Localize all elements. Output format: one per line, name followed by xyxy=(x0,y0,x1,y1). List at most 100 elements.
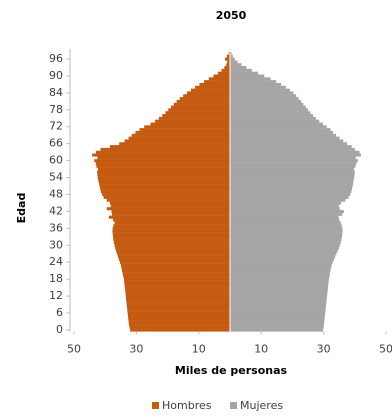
bar xyxy=(230,150,360,154)
bar xyxy=(230,190,352,194)
bar xyxy=(111,210,230,214)
bar xyxy=(230,167,354,171)
bar xyxy=(112,229,230,233)
bar xyxy=(230,280,329,284)
bar xyxy=(230,91,294,95)
bar xyxy=(100,190,230,194)
bar xyxy=(168,108,230,112)
bar xyxy=(94,159,230,163)
bar xyxy=(230,266,332,270)
bar xyxy=(230,274,330,278)
bar xyxy=(230,57,235,61)
x-tick-label: 10 xyxy=(192,342,206,355)
x-tick-label: 30 xyxy=(317,342,331,355)
bar xyxy=(230,238,342,242)
bar xyxy=(230,249,338,253)
bar xyxy=(183,94,230,98)
y-tick-label: 48 xyxy=(49,187,63,200)
bar xyxy=(230,184,353,188)
bar xyxy=(230,51,232,55)
bar xyxy=(113,241,230,245)
y-tick-label: 66 xyxy=(49,137,63,150)
bar xyxy=(230,193,351,197)
bar xyxy=(124,286,230,290)
bar xyxy=(230,294,328,298)
bar xyxy=(230,181,354,185)
bar xyxy=(230,229,343,233)
bar xyxy=(97,176,230,180)
y-tick-label: 24 xyxy=(49,255,63,268)
bar xyxy=(213,74,230,78)
bar xyxy=(230,224,342,228)
bar xyxy=(230,122,323,126)
bar xyxy=(124,283,230,287)
bar xyxy=(224,66,230,70)
bar xyxy=(95,150,230,154)
bar xyxy=(176,99,230,103)
bar xyxy=(99,184,230,188)
bar xyxy=(230,297,327,301)
bar xyxy=(117,252,230,256)
bar xyxy=(230,201,342,205)
bar xyxy=(230,164,356,168)
bar xyxy=(130,328,230,332)
bar xyxy=(110,204,230,208)
bar xyxy=(230,311,326,315)
bar xyxy=(230,305,326,310)
bar xyxy=(95,162,230,166)
bar xyxy=(108,215,230,219)
bar xyxy=(230,204,339,208)
bar xyxy=(112,226,230,230)
bar xyxy=(230,291,328,295)
bar xyxy=(230,136,340,140)
bar xyxy=(116,249,230,253)
bar xyxy=(230,74,265,78)
bar xyxy=(230,286,328,290)
y-tick-label: 60 xyxy=(49,154,63,167)
bar xyxy=(230,159,358,163)
bar xyxy=(230,252,337,256)
bar xyxy=(230,241,341,245)
bar xyxy=(230,322,324,326)
bar xyxy=(179,97,230,101)
bar xyxy=(124,139,230,143)
bar xyxy=(230,235,343,239)
bar xyxy=(230,97,299,101)
bar xyxy=(230,277,329,281)
x-tick-label: 30 xyxy=(129,342,143,355)
bar xyxy=(155,119,230,123)
bar xyxy=(230,198,346,202)
bar xyxy=(230,80,277,84)
bar xyxy=(230,71,259,75)
y-tick-label: 12 xyxy=(49,289,63,302)
bar xyxy=(150,122,230,126)
y-tick-label: 90 xyxy=(49,69,63,82)
bar xyxy=(123,277,230,281)
bar xyxy=(230,116,316,120)
legend-label: Mujeres xyxy=(240,399,283,412)
bar xyxy=(114,243,230,247)
bar xyxy=(221,68,230,72)
bar xyxy=(122,272,230,276)
bar xyxy=(100,147,231,151)
bar xyxy=(109,201,230,205)
bar xyxy=(230,77,271,81)
bar xyxy=(230,162,357,166)
bar xyxy=(230,111,311,115)
bar xyxy=(98,181,231,185)
bar xyxy=(195,85,230,89)
bar xyxy=(230,314,325,318)
bar xyxy=(128,317,230,321)
bar xyxy=(230,212,343,216)
bar xyxy=(127,305,230,310)
bar xyxy=(230,243,340,247)
bar xyxy=(226,54,230,58)
bar xyxy=(100,187,230,191)
legend-swatch xyxy=(152,402,159,409)
bar xyxy=(230,258,334,262)
bar xyxy=(97,173,231,177)
y-tick-label: 72 xyxy=(49,120,63,133)
bar xyxy=(127,308,230,312)
x-axis-label: Miles de personas xyxy=(175,364,288,377)
